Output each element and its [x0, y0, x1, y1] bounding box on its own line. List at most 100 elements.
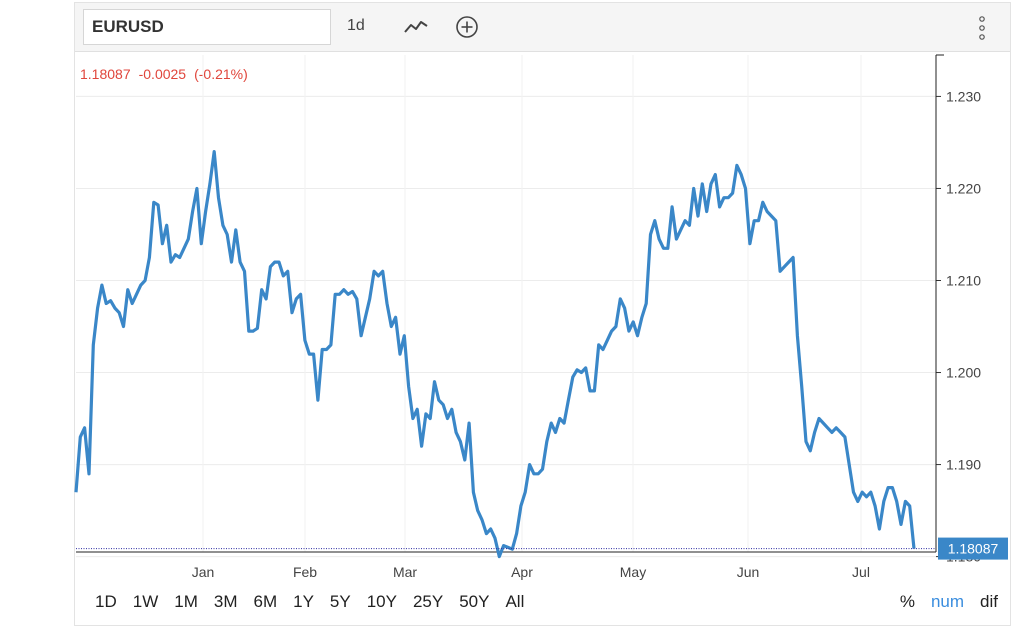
- price-point: [395, 317, 396, 318]
- range-button-1d[interactable]: 1D: [95, 592, 117, 611]
- x-tick-label: Jun: [737, 564, 760, 580]
- range-button-3m[interactable]: 3M: [213, 592, 238, 611]
- price-point: [706, 211, 707, 212]
- price-point: [145, 280, 146, 281]
- price-point: [261, 289, 262, 290]
- price-point: [84, 427, 85, 428]
- price-point: [836, 427, 837, 428]
- price-point: [352, 291, 353, 292]
- price-point: [883, 501, 884, 502]
- price-point: [214, 151, 215, 152]
- price-point: [641, 317, 642, 318]
- price-point: [849, 464, 850, 465]
- price-point: [335, 294, 336, 295]
- price-point: [443, 404, 444, 405]
- price-point: [875, 506, 876, 507]
- plus-circle-icon[interactable]: [455, 15, 479, 39]
- range-button-6m[interactable]: 6M: [253, 592, 278, 611]
- symbol-input[interactable]: EURUSD: [83, 9, 331, 45]
- price-point: [611, 331, 612, 332]
- price-point: [460, 441, 461, 442]
- price-point: [127, 289, 128, 290]
- price-point: [594, 390, 595, 391]
- price-point: [248, 331, 249, 332]
- price-point: [222, 225, 223, 226]
- price-point: [166, 225, 167, 226]
- price-point: [343, 289, 344, 290]
- last-price-label: 1.18087: [948, 541, 999, 557]
- price-point: [322, 349, 323, 350]
- range-button-50y[interactable]: 50Y: [459, 592, 490, 611]
- price-point: [378, 275, 379, 276]
- price-point: [628, 331, 629, 332]
- range-button-10y[interactable]: 10Y: [366, 592, 397, 611]
- price-point: [162, 243, 163, 244]
- price-point: [473, 492, 474, 493]
- price-point: [533, 473, 534, 474]
- price-point: [654, 220, 655, 221]
- mode-button-num[interactable]: num: [930, 592, 965, 611]
- price-point: [555, 432, 556, 433]
- mode-button-percent[interactable]: %: [899, 592, 915, 611]
- range-button-25y[interactable]: 25Y: [412, 592, 444, 611]
- price-point: [831, 432, 832, 433]
- price-point: [97, 308, 98, 309]
- price-point: [317, 400, 318, 401]
- kebab-menu-icon[interactable]: [978, 15, 986, 41]
- range-button-all[interactable]: All: [505, 592, 525, 611]
- price-point: [624, 308, 625, 309]
- price-point: [646, 303, 647, 304]
- x-tick-label: Feb: [293, 564, 317, 580]
- range-button-1y[interactable]: 1Y: [293, 592, 314, 611]
- price-point: [274, 262, 275, 263]
- price-point: [551, 423, 552, 424]
- price-point: [564, 423, 565, 424]
- price-point: [572, 377, 573, 378]
- price-point: [244, 271, 245, 272]
- y-tick-label: 1.200: [946, 365, 981, 381]
- interval-selector[interactable]: 1d: [347, 17, 365, 34]
- price-point: [76, 492, 77, 493]
- price-point: [672, 206, 673, 207]
- price-point: [793, 257, 794, 258]
- price-point: [309, 354, 310, 355]
- price-point: [771, 216, 772, 217]
- price-series-line: [74, 150, 916, 559]
- price-point: [80, 437, 81, 438]
- price-point: [702, 183, 703, 184]
- price-point: [149, 257, 150, 258]
- price-point: [559, 418, 560, 419]
- line-chart-icon[interactable]: [403, 17, 429, 37]
- price-point: [736, 165, 737, 166]
- x-tick-label: Jan: [192, 564, 215, 580]
- price-point: [603, 349, 604, 350]
- price-point: [153, 202, 154, 203]
- price-point: [663, 248, 664, 249]
- mode-button-dif[interactable]: dif: [980, 592, 998, 611]
- price-point: [581, 372, 582, 373]
- y-tick-label: 1.190: [946, 457, 981, 473]
- price-point: [762, 202, 763, 203]
- price-point: [101, 285, 102, 286]
- price-point: [719, 206, 720, 207]
- range-button-1m[interactable]: 1M: [174, 592, 198, 611]
- price-point: [421, 446, 422, 447]
- price-point: [909, 506, 910, 507]
- price-point: [296, 298, 297, 299]
- price-point: [732, 193, 733, 194]
- price-point: [607, 340, 608, 341]
- x-tick-label: Mar: [393, 564, 417, 580]
- price-point: [680, 229, 681, 230]
- price-point: [192, 211, 193, 212]
- price-point: [482, 519, 483, 520]
- price-point: [784, 266, 785, 267]
- range-button-5y[interactable]: 5Y: [329, 592, 351, 611]
- x-tick-label: Apr: [511, 564, 533, 580]
- price-point: [456, 432, 457, 433]
- price-point: [499, 556, 500, 557]
- price-point: [175, 254, 176, 255]
- range-button-1w[interactable]: 1W: [132, 592, 159, 611]
- price-point: [767, 211, 768, 212]
- chart-toolbar: EURUSD 1d: [75, 3, 1010, 52]
